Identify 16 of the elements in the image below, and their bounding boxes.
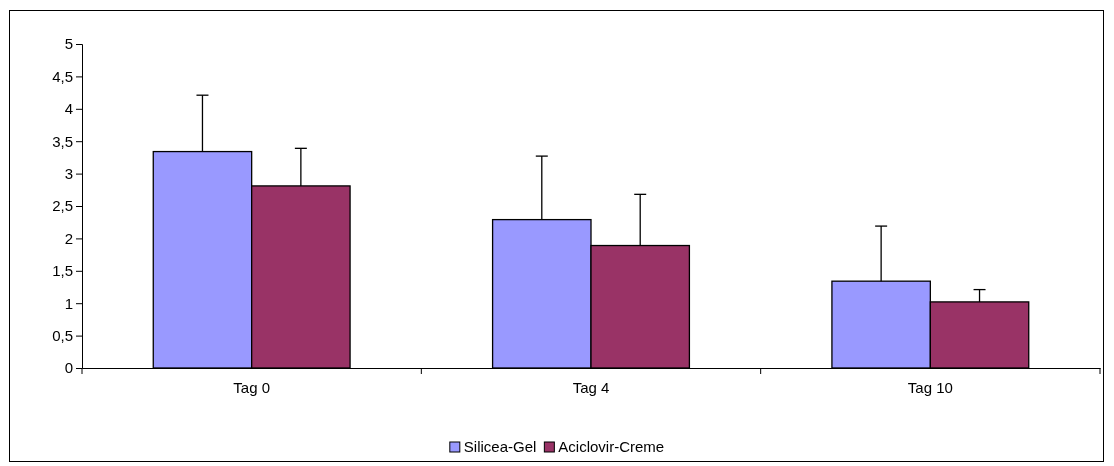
x-tick-label: Tag 10 (907, 378, 953, 396)
y-tick-label: 2,5 (52, 197, 73, 215)
y-tick-label: 5 (64, 35, 73, 53)
y-tick-label: 4 (64, 100, 73, 118)
x-tick-label: Tag 0 (233, 378, 271, 396)
x-tick-label: Tag 4 (572, 378, 610, 396)
y-tick-label: 3 (64, 164, 73, 182)
y-tick-label: 0 (64, 359, 73, 377)
y-tick-label: 1 (64, 294, 73, 312)
y-tick-label: 3,5 (52, 132, 73, 150)
y-tick-label: 2 (64, 229, 73, 247)
y-tick-label: 4,5 (52, 67, 73, 85)
y-tick-label: 1,5 (52, 262, 73, 280)
legend-label: Silicea-Gel (463, 438, 537, 455)
legend-label: Aciclovir-Creme (558, 438, 665, 455)
y-tick-label: 0,5 (52, 326, 73, 344)
